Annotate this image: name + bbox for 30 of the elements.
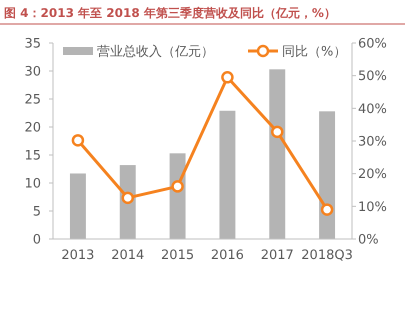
y-tick-label: 0 [32, 232, 41, 248]
y2-tick-label: 0% [358, 232, 379, 248]
x-tick-label: 2015 [161, 248, 194, 263]
point [320, 203, 334, 216]
y2-tick-label: 40% [358, 102, 387, 117]
y2-tick-label: 50% [358, 69, 387, 84]
y-tick-label: 30 [24, 64, 41, 80]
legend-label: 营业总收入（亿元） [97, 44, 214, 60]
point [171, 180, 184, 193]
x-tick-label: 2016 [210, 248, 244, 263]
x-tick-label: 2018Q3 [301, 248, 353, 263]
point [271, 126, 284, 138]
x-tick-label: 2014 [111, 248, 144, 263]
y-tick-label: 25 [24, 92, 41, 108]
y2-tick-label: 10% [358, 200, 387, 215]
y2-tick-label: 20% [358, 167, 387, 182]
x-tick-label: 2017 [260, 248, 294, 263]
point [221, 71, 234, 84]
x-tick-label: 2013 [61, 248, 94, 263]
point [122, 192, 134, 204]
y-tick-label: 15 [24, 148, 41, 164]
y2-tick-label: 60% [358, 36, 387, 52]
y-tick-label: 5 [32, 204, 41, 220]
y-tick-label: 10 [24, 176, 41, 192]
point [72, 134, 84, 147]
y2-tick-label: 30% [358, 134, 387, 150]
chart-title: 图 4：2013 年至 2018 年第三季度营收及同比（亿元，%） [4, 6, 336, 20]
y-tick-label: 35 [24, 36, 41, 52]
y-tick-label: 20 [24, 120, 41, 136]
legend-label: 同比（%） [282, 44, 346, 60]
